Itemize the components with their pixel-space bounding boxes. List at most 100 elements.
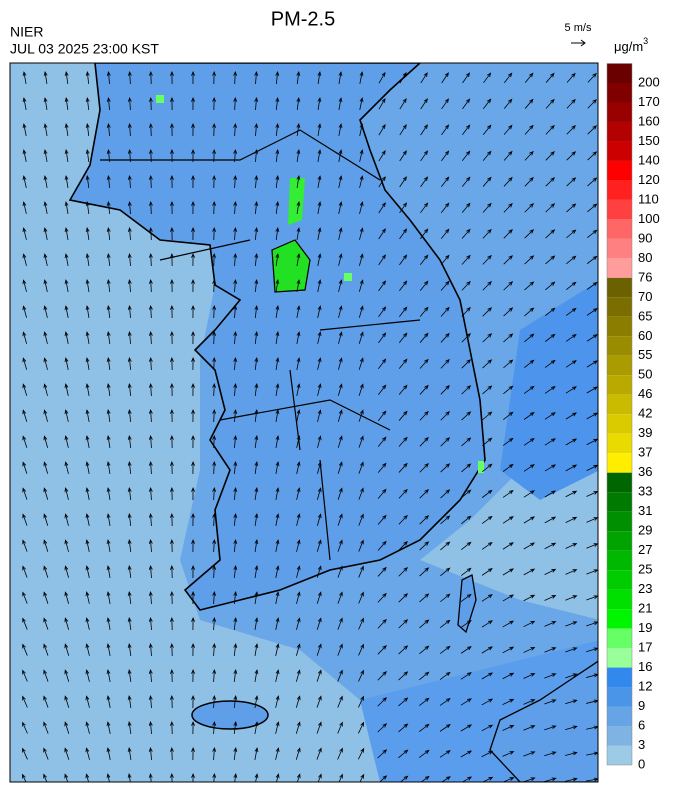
wind-arrow xyxy=(565,543,578,549)
wind-arrow xyxy=(148,356,153,371)
wind-arrow xyxy=(440,306,450,317)
wind-arrow xyxy=(170,148,174,163)
wind-arrow xyxy=(337,539,343,552)
wind-arrow xyxy=(461,489,472,499)
wind-arrow xyxy=(358,617,364,630)
wind-arrow xyxy=(502,463,514,472)
wind-arrow xyxy=(524,229,535,239)
wind-arrow xyxy=(316,695,322,708)
wind-arrow xyxy=(523,411,535,420)
legend-label: 90 xyxy=(638,230,652,245)
wind-arrow xyxy=(378,123,386,136)
wind-arrow xyxy=(440,463,451,473)
wind-arrow xyxy=(296,279,301,292)
wind-arrow xyxy=(523,568,536,576)
wind-arrow xyxy=(524,307,535,317)
wind-arrow xyxy=(440,332,450,343)
wind-arrow xyxy=(358,591,364,604)
wind-arrow xyxy=(566,98,576,109)
wind-arrow xyxy=(441,176,450,188)
wind-arrow xyxy=(254,331,259,345)
wind-arrow xyxy=(483,72,492,84)
wind-arrow xyxy=(43,201,48,214)
wind-arrow xyxy=(420,176,429,188)
wind-arrow xyxy=(338,201,343,214)
wind-arrow xyxy=(296,773,301,782)
wind-arrow xyxy=(399,176,407,188)
wind-arrow xyxy=(481,620,493,628)
wind-arrow xyxy=(358,721,365,734)
wind-arrow xyxy=(419,332,429,343)
wind-arrow xyxy=(419,489,429,499)
hotspot xyxy=(288,178,305,225)
wind-arrow xyxy=(565,673,578,679)
wind-arrow xyxy=(85,383,90,396)
wind-arrow xyxy=(503,124,513,135)
wind-arrow xyxy=(43,175,48,188)
wind-arrow xyxy=(358,409,364,422)
wind-arrow xyxy=(233,695,238,709)
wind-arrow xyxy=(212,96,217,111)
wind-arrow xyxy=(586,334,598,342)
wind-arrow xyxy=(169,720,174,735)
wind-arrow xyxy=(503,202,513,213)
wind-arrow xyxy=(233,617,238,631)
wind-arrow xyxy=(460,750,473,758)
legend-label: 29 xyxy=(638,523,652,538)
wind-arrow xyxy=(106,409,111,422)
wind-arrow xyxy=(64,149,69,162)
wind-arrow xyxy=(169,512,174,527)
wind-arrow xyxy=(85,253,90,266)
wind-arrow xyxy=(398,488,408,499)
wind-arrow xyxy=(233,383,238,397)
wind-arrow xyxy=(22,461,28,474)
wind-arrow xyxy=(441,124,450,136)
wind-arrow xyxy=(127,148,132,163)
wind-arrow xyxy=(106,591,111,604)
wind-arrow xyxy=(64,513,69,526)
wind-arrow xyxy=(22,721,28,734)
wind-arrow xyxy=(254,617,259,630)
wind-arrow xyxy=(170,252,174,267)
wind-arrow xyxy=(544,464,557,472)
wind-arrow xyxy=(212,668,217,683)
wind-arrow xyxy=(504,72,513,83)
wind-arrow xyxy=(523,542,536,550)
wind-arrow xyxy=(545,177,556,187)
wind-arrow xyxy=(22,643,28,656)
wind-arrow xyxy=(398,671,409,681)
wind-arrow xyxy=(43,721,49,734)
wind-arrow xyxy=(170,174,174,189)
wind-arrow xyxy=(399,124,407,136)
wind-arrow xyxy=(106,227,111,241)
wind-scale-label: 5 m/s xyxy=(565,22,592,34)
legend-swatch xyxy=(607,511,632,532)
wind-arrow xyxy=(296,227,301,240)
wind-arrows xyxy=(22,70,598,782)
wind-arrow xyxy=(565,621,578,627)
wind-arrow xyxy=(378,228,386,240)
wind-arrow xyxy=(337,565,343,578)
wind-arrow xyxy=(106,357,111,370)
wind-arrow xyxy=(440,593,451,603)
wind-arrow xyxy=(338,357,343,370)
wind-arrow xyxy=(148,721,153,735)
wind-arrow xyxy=(191,408,195,423)
wind-arrow xyxy=(64,565,69,578)
wind-arrow xyxy=(419,593,430,603)
legend-swatch xyxy=(607,160,632,181)
wind-arrow xyxy=(503,385,514,395)
wind-arrow xyxy=(127,96,132,111)
wind-arrow xyxy=(461,202,471,213)
wind-arrow xyxy=(503,228,513,239)
wind-arrow xyxy=(544,516,557,524)
wind-arrow xyxy=(64,279,69,292)
wind-arrow xyxy=(275,513,280,526)
legend-swatch xyxy=(607,609,632,629)
wind-arrow xyxy=(127,591,132,605)
wind-arrow xyxy=(191,642,195,657)
wind-arrow xyxy=(254,487,259,500)
wind-arrow xyxy=(460,646,472,654)
wind-arrow xyxy=(148,460,153,475)
wind-arrow xyxy=(191,330,195,345)
